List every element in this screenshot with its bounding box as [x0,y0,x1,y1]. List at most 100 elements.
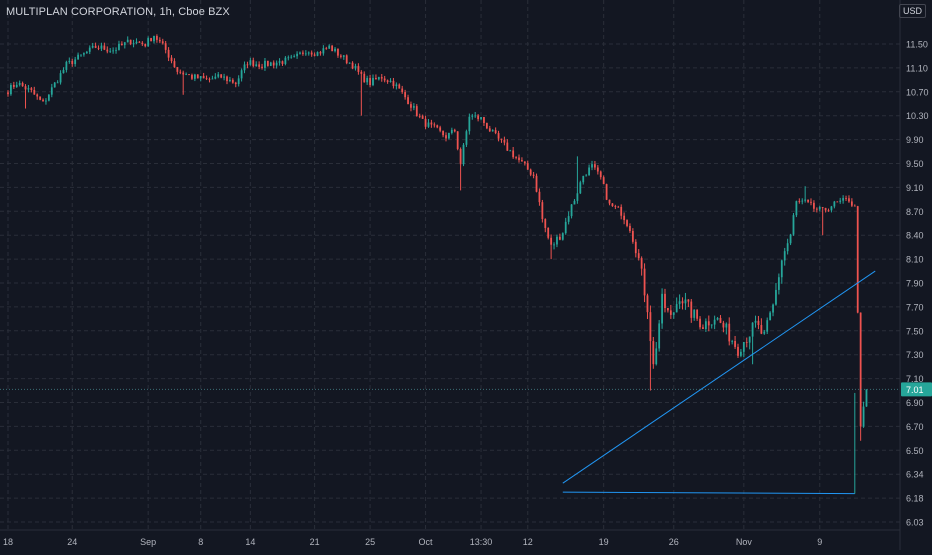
last-price-label: 7.01 [906,385,924,395]
candle-body [795,201,798,216]
candle-body [783,251,786,261]
candle-body [634,241,637,254]
candle-body [316,52,319,56]
candle-body [815,208,818,210]
candle-body [322,48,325,54]
time-tick-label: 13:30 [470,537,493,547]
candle-body [249,60,252,65]
candle-body [337,48,339,56]
price-tick-label: 8.10 [906,255,924,265]
candle-body [693,309,696,318]
candle-body [611,203,614,207]
candle-body [728,323,731,342]
candle-body [775,289,777,305]
drawing-tools[interactable] [562,270,876,495]
candle-body [763,331,766,334]
candle-body [258,64,261,67]
candle-body [550,237,553,245]
candle-body [77,54,79,60]
candle-body [515,157,517,158]
candle-body [272,62,275,66]
candle-body [132,43,135,45]
candle-body [740,351,742,356]
candle-body [561,233,564,240]
candle-body [389,80,392,82]
candle-body [357,65,360,72]
candle-body [667,308,669,311]
candle-body [220,74,223,78]
candle-body [42,99,44,102]
candle-body [646,295,649,313]
candle-body [707,321,710,326]
candle-body [661,293,663,324]
candle-body [325,48,328,50]
candle-body [810,201,812,203]
candle-body [342,55,345,57]
candle-body [281,61,284,64]
candle-body [231,79,234,83]
candle-body [188,74,190,76]
price-tick-label: 11.10 [906,63,928,73]
candle-body [658,323,661,349]
candle-body [631,230,634,242]
candle-body [430,122,433,125]
candles [7,34,868,441]
candle-body [156,36,158,40]
candle-body [310,52,313,55]
candle-body [71,60,74,65]
candle-body [608,199,611,204]
price-axis[interactable]: 11.50 11.10 10.70 10.30 9.90 9.50 9.10 8.70 8.40… [899,0,929,550]
candle-body [821,207,824,208]
candle-body [839,200,842,202]
candle-body [716,317,719,320]
candle-body [173,61,176,68]
candle-body [199,76,202,79]
candle-body [722,322,725,328]
currency-badge[interactable]: USD [898,4,926,18]
candle-body [594,164,596,168]
candle-body [483,117,485,123]
candle-body [541,202,544,220]
candle-body [824,207,827,211]
price-tick-label: 6.34 [906,470,924,480]
candle-body [786,243,789,252]
price-tick-label: 10.30 [906,111,929,121]
candle-body [191,74,193,79]
candle-body [859,312,862,427]
candle-body [299,52,301,54]
candle-body [865,389,868,407]
candle-body [275,62,278,66]
candle-body [862,406,865,427]
candle-body [725,323,728,328]
candle-body [500,138,503,140]
candle-body [591,164,593,168]
candle-body [47,94,50,101]
candle-body [15,84,18,87]
candle-body [445,135,447,139]
candle-body [161,41,164,44]
candle-body [582,175,585,183]
time-axis[interactable]: 18 24 Sep 8 14 21 25 Oct 13:30 12 19 26 Nov 9 [0,529,900,547]
candle-body [523,161,526,164]
candle-body [494,130,497,134]
candle-body [398,84,401,89]
time-tick-label: 26 [669,537,679,547]
candle-body [290,56,293,58]
candle-body [579,182,582,194]
time-tick-label: 24 [67,537,77,547]
candle-body [410,104,412,108]
candle-body [138,41,141,43]
candle-body [704,321,707,329]
candle-body [818,207,821,210]
candle-body [503,139,506,143]
candle-body [158,39,161,42]
candle-body [845,198,847,199]
candle-body [448,132,450,139]
candle-body [538,191,541,203]
candle-body [564,221,567,234]
candle-body [731,341,734,342]
candle-body [678,301,681,305]
candle-body [354,65,357,69]
